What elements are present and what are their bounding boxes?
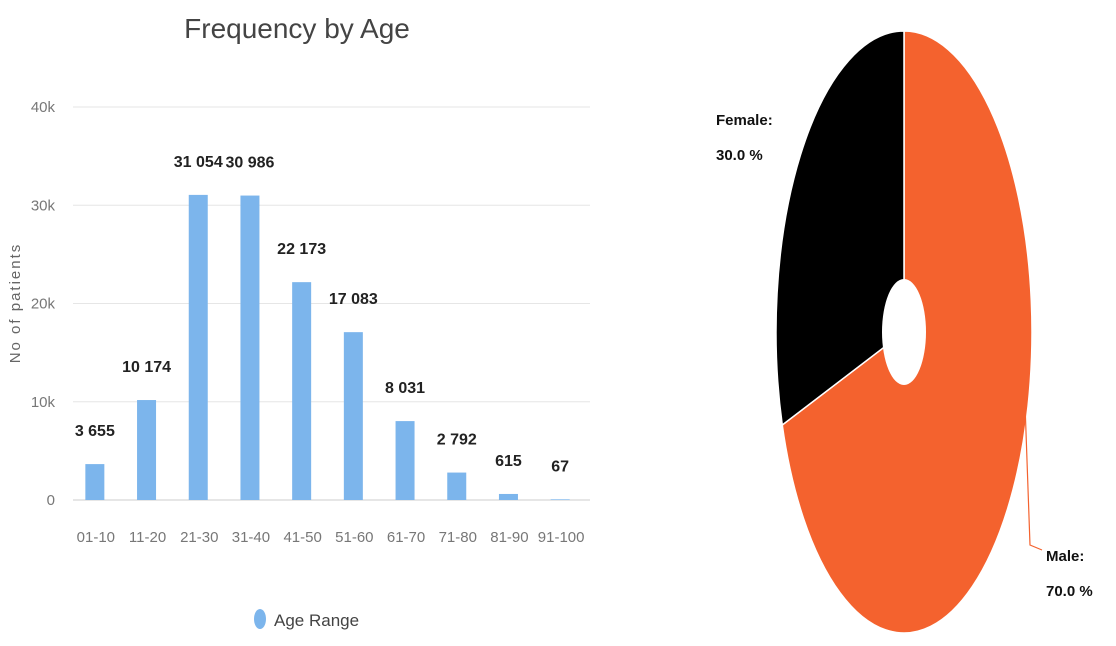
female-percent: 30.0 % [716,147,763,164]
y-axis-ticks: 0 10k 20k 30k 40k [31,99,56,509]
bar[interactable] [137,400,157,500]
bar-data-label: 22 173 [277,241,326,258]
bar[interactable] [292,282,312,500]
bar[interactable] [343,332,363,500]
bar-data-label: 17 083 [329,291,378,308]
legend-marker [254,609,266,629]
bar-data-label: 615 [495,453,522,470]
x-tick-label: 11-20 [129,529,166,546]
x-tick-label: 31-40 [232,529,270,546]
data-labels: 3 655 10 174 31 054 30 986 22 173 17 083 8 031… [75,154,569,475]
bars [85,194,570,500]
bar-data-label: 8 031 [385,380,425,397]
y-tick-label: 10k [31,394,56,411]
donut-hole [882,279,926,385]
bar[interactable] [85,464,105,500]
y-tick-label: 30k [31,197,56,214]
bar-chart-title: Frequency by Age [184,13,410,44]
bar[interactable] [447,472,467,500]
y-axis-label: No of patients [7,243,24,364]
bar-data-label: 2 792 [437,432,477,449]
bar[interactable] [188,194,208,500]
bar-chart: Frequency by Age 0 10k 20k 30k 40k No of pat… [7,13,590,630]
bar-data-label: 3 655 [75,423,115,440]
x-tick-label: 71-80 [439,529,477,546]
bar[interactable] [550,499,570,500]
pie-slice[interactable] [775,30,905,427]
x-axis-ticks: 01-10 11-20 21-30 31-40 41-50 51-60 61-70 71-80… [77,529,585,546]
x-tick-label: 91-100 [538,529,585,546]
y-tick-label: 40k [31,99,56,116]
male-label: Male: [1046,548,1084,565]
x-tick-label: 01-10 [77,529,115,546]
y-tick-label: 20k [31,296,56,313]
bar-data-label: 10 174 [122,359,171,376]
x-tick-label: 41-50 [283,529,321,546]
x-tick-label: 51-60 [335,529,373,546]
legend[interactable]: Age Range [254,609,359,630]
x-tick-label: 61-70 [387,529,425,546]
bar[interactable] [498,493,518,500]
bar-data-label: 31 054 [174,154,223,171]
legend-label: Age Range [274,611,359,630]
male-leader-line [1024,404,1043,551]
bar[interactable] [240,195,260,500]
male-percent: 70.0 % [1046,583,1093,600]
female-label: Female: [716,112,773,129]
pie-chart: Male: 70.0 % Female: 30.0 % [716,30,1093,634]
x-tick-label: 21-30 [180,529,218,546]
pie-labels: Male: 70.0 % Female: 30.0 % [716,112,1093,600]
bar-data-label: 67 [551,458,569,475]
bar[interactable] [395,421,415,500]
x-tick-label: 81-90 [490,529,528,546]
y-tick-label: 0 [47,492,55,509]
bar-data-label: 30 986 [225,155,274,172]
